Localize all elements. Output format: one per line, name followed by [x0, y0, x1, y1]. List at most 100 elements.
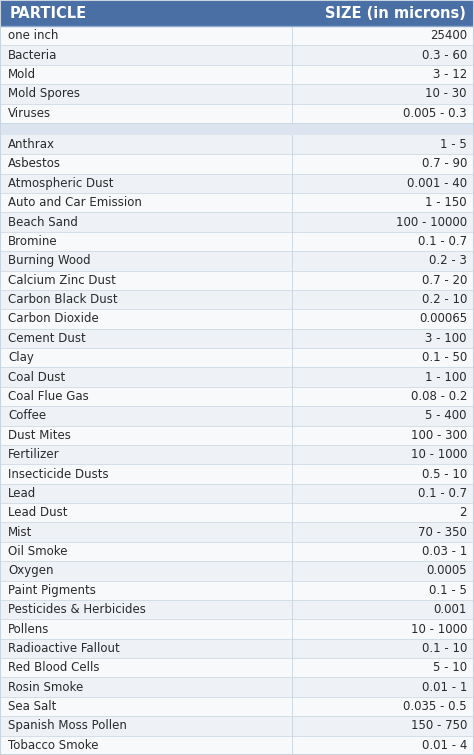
Text: Mold: Mold — [8, 68, 36, 81]
Bar — [0, 503, 474, 522]
Bar — [0, 310, 474, 328]
Bar — [0, 697, 474, 716]
Bar — [0, 368, 474, 387]
Text: PARTICLE: PARTICLE — [10, 5, 87, 20]
Text: 70 - 350: 70 - 350 — [418, 525, 467, 538]
Bar — [0, 522, 474, 542]
Text: 3 - 100: 3 - 100 — [426, 332, 467, 345]
Text: Spanish Moss Pollen: Spanish Moss Pollen — [8, 720, 127, 732]
Text: 2: 2 — [459, 507, 467, 519]
Text: Cement Dust: Cement Dust — [8, 332, 86, 345]
Bar — [0, 735, 474, 755]
Bar — [0, 561, 474, 581]
Text: 0.001 - 40: 0.001 - 40 — [407, 177, 467, 190]
Text: Viruses: Viruses — [8, 106, 51, 120]
Text: Dust Mites: Dust Mites — [8, 429, 71, 442]
Text: Lead Dust: Lead Dust — [8, 507, 67, 519]
Text: Beach Sand: Beach Sand — [8, 216, 78, 229]
Bar — [0, 464, 474, 484]
Text: 10 - 1000: 10 - 1000 — [410, 623, 467, 636]
Text: 1 - 5: 1 - 5 — [440, 138, 467, 151]
Text: 0.1 - 5: 0.1 - 5 — [429, 584, 467, 596]
Text: Oil Smoke: Oil Smoke — [8, 545, 67, 558]
Text: 1 - 100: 1 - 100 — [425, 371, 467, 384]
Text: 1 - 150: 1 - 150 — [425, 196, 467, 209]
Bar — [0, 174, 474, 193]
Text: Carbon Dioxide: Carbon Dioxide — [8, 313, 99, 325]
Text: 10 - 1000: 10 - 1000 — [410, 448, 467, 461]
Text: 0.7 - 90: 0.7 - 90 — [422, 158, 467, 171]
Bar — [0, 84, 474, 103]
Text: Anthrax: Anthrax — [8, 138, 55, 151]
Bar — [0, 387, 474, 406]
Text: 0.1 - 10: 0.1 - 10 — [422, 642, 467, 655]
Text: 0.1 - 50: 0.1 - 50 — [422, 351, 467, 364]
Text: SIZE (in microns): SIZE (in microns) — [325, 5, 466, 20]
Bar — [0, 212, 474, 232]
Text: 0.1 - 0.7: 0.1 - 0.7 — [418, 235, 467, 248]
Text: 0.5 - 10: 0.5 - 10 — [422, 467, 467, 480]
Text: Fertilizer: Fertilizer — [8, 448, 60, 461]
Text: 10 - 30: 10 - 30 — [426, 88, 467, 100]
Text: 5 - 400: 5 - 400 — [426, 409, 467, 422]
Text: Mist: Mist — [8, 525, 32, 538]
Bar — [0, 328, 474, 348]
Text: Oxygen: Oxygen — [8, 565, 54, 578]
Text: Paint Pigments: Paint Pigments — [8, 584, 96, 596]
Bar — [0, 581, 474, 600]
Text: Bacteria: Bacteria — [8, 48, 57, 62]
Text: 0.2 - 10: 0.2 - 10 — [422, 293, 467, 306]
Text: 0.01 - 4: 0.01 - 4 — [422, 739, 467, 752]
Text: 0.0005: 0.0005 — [427, 565, 467, 578]
Text: Sea Salt: Sea Salt — [8, 700, 56, 713]
Text: 0.08 - 0.2: 0.08 - 0.2 — [410, 390, 467, 403]
Bar — [0, 639, 474, 658]
Text: 0.00065: 0.00065 — [419, 313, 467, 325]
Bar — [0, 716, 474, 735]
Text: Pesticides & Herbicides: Pesticides & Herbicides — [8, 603, 146, 616]
Text: Coal Dust: Coal Dust — [8, 371, 65, 384]
Bar — [0, 348, 474, 368]
Text: 0.01 - 1: 0.01 - 1 — [422, 681, 467, 694]
Text: 0.1 - 0.7: 0.1 - 0.7 — [418, 487, 467, 500]
Text: Asbestos: Asbestos — [8, 158, 61, 171]
Text: Carbon Black Dust: Carbon Black Dust — [8, 293, 118, 306]
Text: Pollens: Pollens — [8, 623, 49, 636]
Text: 25400: 25400 — [430, 29, 467, 42]
Bar — [0, 600, 474, 619]
Text: one inch: one inch — [8, 29, 58, 42]
Bar — [0, 154, 474, 174]
Bar — [0, 251, 474, 270]
Text: Calcium Zinc Dust: Calcium Zinc Dust — [8, 274, 116, 287]
Bar — [0, 193, 474, 212]
Text: Radioactive Fallout: Radioactive Fallout — [8, 642, 120, 655]
Text: Rosin Smoke: Rosin Smoke — [8, 681, 83, 694]
Bar — [0, 123, 474, 135]
Text: 100 - 10000: 100 - 10000 — [396, 216, 467, 229]
Bar — [0, 270, 474, 290]
Bar — [0, 484, 474, 503]
Text: 5 - 10: 5 - 10 — [433, 661, 467, 674]
Text: Bromine: Bromine — [8, 235, 58, 248]
Text: 0.2 - 3: 0.2 - 3 — [429, 254, 467, 267]
Text: Auto and Car Emission: Auto and Car Emission — [8, 196, 142, 209]
Bar — [0, 0, 474, 26]
Bar — [0, 426, 474, 445]
Text: 150 - 750: 150 - 750 — [410, 720, 467, 732]
Bar — [0, 542, 474, 561]
Bar — [0, 26, 474, 45]
Text: Atmospheric Dust: Atmospheric Dust — [8, 177, 113, 190]
Text: 3 - 12: 3 - 12 — [433, 68, 467, 81]
Bar — [0, 445, 474, 464]
Text: 0.7 - 20: 0.7 - 20 — [422, 274, 467, 287]
Text: Tobacco Smoke: Tobacco Smoke — [8, 739, 99, 752]
Text: Insecticide Dusts: Insecticide Dusts — [8, 467, 109, 480]
Bar — [0, 65, 474, 84]
Bar — [0, 45, 474, 65]
Text: 100 - 300: 100 - 300 — [411, 429, 467, 442]
Text: Coffee: Coffee — [8, 409, 46, 422]
Text: Burning Wood: Burning Wood — [8, 254, 91, 267]
Bar — [0, 232, 474, 251]
Text: Mold Spores: Mold Spores — [8, 88, 80, 100]
Bar — [0, 406, 474, 426]
